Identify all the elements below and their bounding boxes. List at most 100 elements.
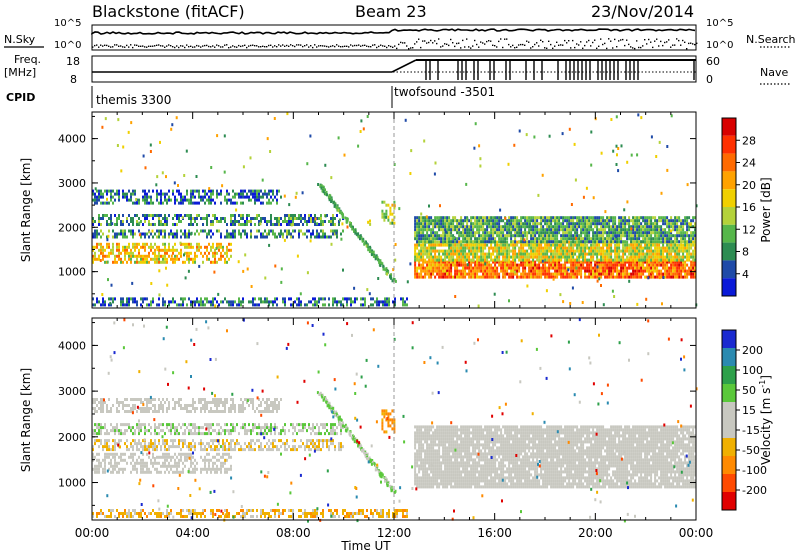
power-cell bbox=[168, 195, 170, 199]
search-noise-point bbox=[236, 46, 238, 48]
power-cell bbox=[444, 222, 447, 226]
power-cell bbox=[620, 255, 623, 259]
power-cell bbox=[628, 266, 631, 270]
power-cell bbox=[492, 258, 495, 262]
search-noise-point bbox=[222, 46, 224, 48]
power-cell bbox=[620, 258, 623, 262]
power-cell bbox=[516, 269, 519, 273]
power-cell bbox=[496, 272, 499, 276]
power-cell bbox=[532, 222, 535, 226]
power-cell bbox=[556, 272, 559, 276]
power-cell bbox=[622, 266, 625, 270]
power-cell bbox=[190, 201, 192, 205]
power-cell bbox=[664, 222, 667, 226]
power-cell bbox=[100, 248, 102, 252]
power-cell bbox=[676, 258, 679, 262]
power-cell bbox=[670, 222, 673, 226]
power-cell bbox=[144, 166, 147, 170]
power-cell bbox=[508, 260, 511, 264]
power-cell bbox=[204, 297, 206, 301]
power-cell bbox=[668, 252, 671, 256]
power-cell bbox=[234, 201, 236, 205]
power-cell bbox=[132, 223, 134, 226]
power-cell bbox=[690, 243, 693, 247]
power-cell bbox=[288, 229, 290, 233]
power-cell bbox=[270, 189, 272, 193]
power-cell bbox=[442, 228, 445, 232]
power-cell bbox=[602, 228, 605, 232]
power-cell bbox=[158, 260, 160, 264]
search-noise-point bbox=[434, 40, 436, 42]
power-cell bbox=[684, 219, 687, 223]
search-noise-point bbox=[544, 47, 546, 49]
power-cell bbox=[298, 300, 300, 304]
power-cell bbox=[656, 243, 659, 247]
power-cell bbox=[676, 249, 679, 253]
power-cell bbox=[666, 222, 669, 226]
search-noise-point bbox=[100, 44, 102, 46]
power-cell bbox=[642, 263, 645, 267]
power-cell bbox=[670, 216, 673, 220]
search-noise-point bbox=[412, 47, 414, 49]
power-cell bbox=[592, 231, 595, 235]
search-noise-point bbox=[436, 42, 438, 45]
power-cell bbox=[596, 255, 599, 259]
power-cell bbox=[658, 140, 661, 144]
colorbar-tick-label: 8 bbox=[742, 246, 749, 259]
power-cell bbox=[606, 231, 609, 235]
power-cell bbox=[640, 255, 643, 259]
power-cell bbox=[664, 275, 667, 279]
search-noise-point bbox=[270, 44, 272, 46]
power-cell bbox=[330, 200, 333, 203]
power-cell bbox=[546, 249, 549, 253]
power-cell bbox=[640, 258, 643, 262]
power-cell bbox=[385, 269, 388, 273]
power-cell bbox=[514, 243, 517, 247]
power-cell bbox=[424, 275, 427, 279]
power-cell bbox=[632, 237, 635, 241]
power-cell bbox=[642, 269, 645, 273]
power-cell bbox=[610, 260, 613, 264]
search-noise-point bbox=[428, 41, 430, 44]
power-cell bbox=[100, 223, 102, 226]
power-cell bbox=[586, 234, 589, 238]
power-cell bbox=[518, 240, 521, 244]
power-cell bbox=[507, 162, 510, 166]
power-cell bbox=[620, 260, 623, 264]
power-cell bbox=[582, 260, 585, 264]
power-cell bbox=[478, 237, 481, 241]
power-cell bbox=[466, 255, 469, 259]
search-noise-point bbox=[566, 42, 568, 44]
power-cell bbox=[604, 263, 607, 267]
power-cell bbox=[574, 275, 577, 279]
power-cell bbox=[618, 222, 621, 226]
power-cell bbox=[614, 237, 617, 241]
power-cell bbox=[651, 271, 654, 275]
power-cell bbox=[674, 246, 677, 250]
power-cell bbox=[606, 266, 609, 270]
power-cell bbox=[488, 260, 491, 264]
power-cell bbox=[452, 216, 455, 220]
power-cell bbox=[280, 195, 282, 199]
power-cell bbox=[668, 246, 671, 250]
power-cell bbox=[516, 255, 519, 259]
power-cell bbox=[194, 189, 196, 193]
power-cell bbox=[264, 189, 266, 193]
power-cell bbox=[240, 300, 242, 304]
power-cell bbox=[272, 223, 274, 226]
power-cell bbox=[610, 216, 613, 220]
power-cell bbox=[534, 269, 537, 273]
power-cell bbox=[436, 260, 439, 264]
power-cell bbox=[194, 260, 196, 264]
power-cell bbox=[142, 223, 144, 226]
power-cell bbox=[116, 254, 118, 258]
power-cell bbox=[556, 252, 559, 256]
power-cell bbox=[616, 269, 619, 273]
power-cell bbox=[458, 225, 461, 229]
power-cell bbox=[474, 266, 477, 270]
power-cell bbox=[320, 220, 322, 223]
power-cell bbox=[674, 237, 677, 241]
power-cell bbox=[504, 243, 507, 247]
power-cell bbox=[682, 269, 685, 273]
power-cell bbox=[606, 243, 609, 247]
